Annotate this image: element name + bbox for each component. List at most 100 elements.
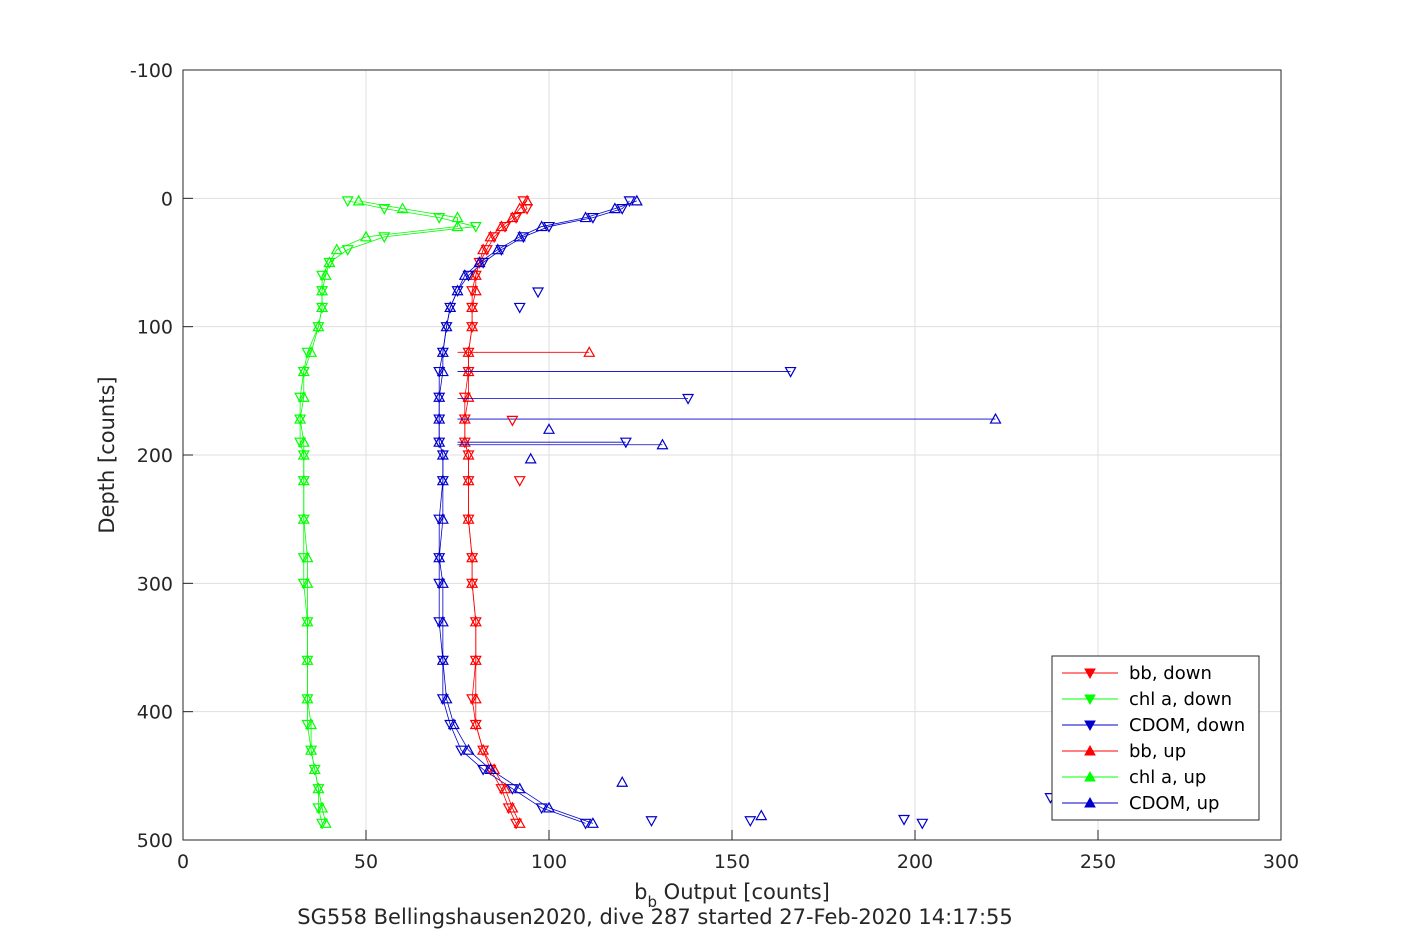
x-tick-label: 150: [714, 851, 750, 873]
series-cdom-up: [433, 194, 643, 828]
data-point: [477, 743, 490, 755]
y-tick-label: 500: [137, 830, 173, 852]
data-point: [305, 718, 318, 730]
x-tick-label: 250: [1080, 851, 1116, 873]
data-point: [436, 694, 449, 706]
data-point: [297, 365, 310, 377]
legend-label: chl a, up: [1129, 767, 1206, 788]
data-point: [440, 320, 453, 332]
legend-marker: [1084, 770, 1096, 782]
data-point: [491, 243, 504, 255]
data-point: [436, 448, 449, 460]
outlier-point: [744, 816, 757, 827]
data-point: [542, 801, 556, 813]
data-point: [462, 474, 475, 486]
data-point: [319, 269, 332, 280]
data-point: [297, 512, 310, 524]
legend-label: bb, up: [1129, 741, 1186, 762]
data-point: [506, 784, 519, 795]
data-point: [517, 232, 530, 244]
data-point: [433, 578, 446, 590]
data-point: [436, 512, 449, 524]
data-point: [444, 301, 457, 313]
data-point: [319, 817, 332, 828]
data-point: [433, 551, 446, 563]
data-point: [359, 230, 373, 242]
data-point: [466, 577, 479, 588]
data-point: [301, 654, 314, 665]
outliers: [457, 287, 1057, 830]
data-point: [502, 803, 515, 815]
data-point: [297, 391, 310, 402]
x-tick-label: 100: [531, 851, 567, 873]
outlier-point: [532, 287, 545, 299]
data-point: [466, 286, 479, 297]
data-point: [469, 654, 482, 665]
y-tick-label: 300: [137, 573, 173, 595]
legend-item: CDOM, down: [1062, 715, 1245, 736]
legend-item: bb, down: [1062, 663, 1212, 684]
data-point: [301, 577, 314, 588]
data-point: [458, 435, 471, 447]
data-point: [455, 745, 468, 757]
data-point: [488, 232, 501, 244]
data-point: [396, 202, 409, 214]
data-point: [316, 818, 329, 830]
outlier-point: [784, 366, 797, 378]
data-point: [308, 763, 321, 775]
data-point: [513, 202, 526, 214]
outlier-point: [898, 814, 911, 826]
legend-marker: [1084, 720, 1096, 732]
legend-label: chl a, down: [1129, 689, 1232, 710]
data-point: [499, 221, 512, 233]
legend-marker: [1084, 694, 1096, 706]
data-point: [436, 615, 449, 627]
data-point: [495, 245, 508, 256]
data-point: [630, 194, 643, 206]
data-point: [312, 803, 325, 815]
data-point: [513, 817, 526, 828]
outlier-point: [645, 816, 658, 827]
data-point: [535, 803, 548, 815]
data-point: [301, 719, 314, 731]
data-point: [579, 818, 592, 830]
data-point: [458, 412, 471, 424]
outlier-point: [989, 412, 1002, 424]
data-point: [316, 301, 329, 313]
data-point: [469, 615, 482, 627]
outlier-point: [583, 346, 596, 357]
data-point: [458, 392, 471, 404]
outlier-point: [513, 302, 526, 314]
data-point: [433, 435, 446, 447]
data-point: [458, 269, 471, 280]
data-point: [477, 257, 490, 269]
data-point: [301, 347, 314, 359]
data-point: [341, 196, 354, 208]
data-point: [378, 232, 391, 244]
data-point: [436, 577, 449, 588]
data-point: [521, 194, 534, 206]
data-point: [433, 412, 446, 424]
outlier-point: [506, 415, 519, 427]
outlier-point: [682, 393, 695, 405]
data-point: [469, 692, 482, 704]
y-tick-label: 100: [137, 317, 173, 339]
data-point: [433, 366, 446, 378]
data-point: [433, 617, 446, 629]
data-point: [586, 817, 599, 828]
data-point: [466, 320, 479, 332]
data-point: [542, 221, 556, 233]
data-point: [469, 269, 482, 280]
data-point: [513, 230, 526, 242]
data-point: [297, 435, 310, 447]
data-point: [316, 801, 329, 813]
data-point: [586, 212, 599, 224]
data-point: [301, 551, 314, 563]
y-tick-label: 400: [137, 702, 173, 724]
outlier-point: [619, 437, 632, 449]
data-point: [623, 196, 636, 208]
data-point: [433, 391, 446, 402]
data-point: [506, 801, 519, 813]
data-point: [462, 448, 475, 460]
data-point: [378, 204, 391, 215]
